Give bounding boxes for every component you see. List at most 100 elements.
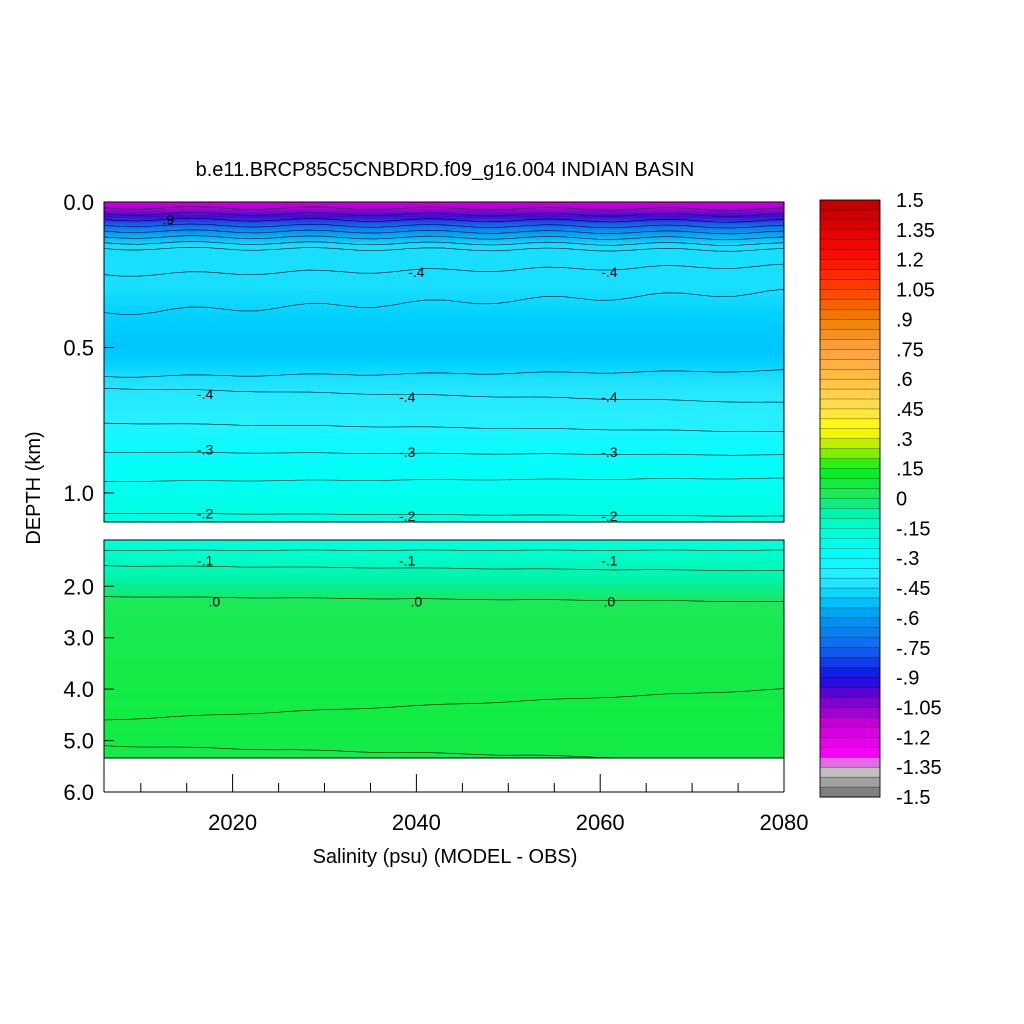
colorbar-segment xyxy=(819,776,881,788)
colorbar-label: .6 xyxy=(896,369,913,391)
colorbar-segment xyxy=(819,607,881,619)
colorbar-label: 1.5 xyxy=(896,190,924,212)
colorbar-segment xyxy=(819,199,881,211)
colorbar-segment xyxy=(819,548,881,559)
lower-panel xyxy=(103,539,785,759)
colorbar-segment xyxy=(819,219,881,231)
colorbar-label: -1.05 xyxy=(896,698,942,720)
colorbar-frame xyxy=(819,199,881,798)
colorbar-segment xyxy=(819,289,881,301)
contour-line xyxy=(104,263,784,277)
y-tick-label: 1.0 xyxy=(63,481,94,506)
colorbar-segment xyxy=(819,767,881,778)
colorbar-segment xyxy=(819,428,881,440)
colorbar-segment xyxy=(819,259,881,271)
colorbar-segment xyxy=(819,309,881,320)
x-tick-label: 2080 xyxy=(760,810,809,835)
colorbar-segment xyxy=(819,438,881,450)
colorbar-segment xyxy=(819,339,881,350)
contour-label: .0 xyxy=(604,594,616,610)
contour-label: -.1 xyxy=(601,553,618,569)
colorbar-segment xyxy=(819,568,881,579)
contour-line xyxy=(104,387,784,403)
contour-label: .0 xyxy=(208,594,220,610)
colorbar-label: .75 xyxy=(896,339,924,361)
colorbar: 1.5 1.35 1.2 1.05 .9 .75 .6 .45 .3 .15 0 -.15 -.3 -.4… xyxy=(819,190,942,809)
contour-label: -.4 xyxy=(408,264,425,280)
colorbar-label: 1.05 xyxy=(896,280,935,302)
colorbar-segment xyxy=(819,239,881,251)
colorbar-segment xyxy=(819,667,881,679)
contour-line xyxy=(104,549,784,551)
y-tick-label: 0.5 xyxy=(63,336,94,361)
contour-line xyxy=(104,223,784,229)
colorbar-segment xyxy=(819,737,881,748)
colorbar-segment xyxy=(819,508,881,519)
contour-line xyxy=(104,235,784,241)
y-tick-label: 6.0 xyxy=(63,780,94,805)
contour-label: -.3 xyxy=(399,444,416,460)
colorbar-segment xyxy=(819,359,881,370)
x-axis-label: Salinity (psu) (MODEL - OBS) xyxy=(313,846,578,868)
colorbar-segment xyxy=(819,657,881,669)
colorbar-segment xyxy=(819,398,881,410)
contour-label: .0 xyxy=(411,594,423,610)
colorbar-segment xyxy=(819,707,881,718)
colorbar-segment xyxy=(819,677,881,689)
colorbar-segment xyxy=(819,647,881,659)
contour-label: -.2 xyxy=(399,508,416,524)
colorbar-label: -1.5 xyxy=(896,787,930,809)
contour-line xyxy=(104,206,784,211)
contour-label: .9 xyxy=(162,212,174,228)
y-tick-label: 4.0 xyxy=(63,677,94,702)
colorbar-segment xyxy=(819,209,881,221)
colorbar-segment xyxy=(819,558,881,569)
colorbar-segment xyxy=(819,637,881,649)
colorbar-segment xyxy=(819,697,881,709)
colorbar-label: 0 xyxy=(896,489,907,511)
colorbar-segment xyxy=(819,538,881,549)
contour-label: -.2 xyxy=(601,508,618,524)
colorbar-label: -.75 xyxy=(896,638,930,660)
contour-line xyxy=(104,565,784,572)
colorbar-label: 1.35 xyxy=(896,220,935,242)
contour-line xyxy=(104,422,784,432)
contour-line xyxy=(104,246,784,252)
colorbar-segment xyxy=(819,687,881,699)
colorbar-segment xyxy=(819,319,881,330)
contour-label: -.4 xyxy=(601,389,618,405)
upper-contour-lines xyxy=(104,206,784,517)
lower-contour-lines xyxy=(104,549,784,758)
contour-line xyxy=(104,212,784,217)
colorbar-label: -1.35 xyxy=(896,757,942,779)
colorbar-segment xyxy=(819,269,881,281)
contour-label: -.4 xyxy=(601,264,618,280)
colorbar-segment xyxy=(819,617,881,629)
colorbar-segment xyxy=(819,528,881,539)
contour-label: -.3 xyxy=(601,444,618,460)
contour-line xyxy=(104,596,784,602)
colorbar-segment xyxy=(819,418,881,430)
colorbar-segment xyxy=(819,329,881,340)
colorbar-segment xyxy=(819,388,881,400)
chart-title: b.e11.BRCP85C5CNBDRD.f09_g16.004 INDIAN … xyxy=(196,159,695,181)
upper-panel-field xyxy=(104,202,784,522)
colorbar-segment xyxy=(819,747,881,758)
contour-label: -.1 xyxy=(197,553,214,569)
contour-label: -.4 xyxy=(399,389,416,405)
contour-line xyxy=(104,241,784,246)
x-tick-label: 2040 xyxy=(392,810,441,835)
lower-panel-field xyxy=(104,540,784,758)
colorbar-label: .15 xyxy=(896,459,924,481)
colorbar-label: -.15 xyxy=(896,518,930,540)
colorbar-segment xyxy=(819,299,881,311)
colorbar-label: .3 xyxy=(896,429,913,451)
colorbar-segment xyxy=(819,468,881,480)
contour-line xyxy=(104,512,784,517)
colorbar-label: .45 xyxy=(896,399,924,421)
colorbar-segment xyxy=(819,498,881,510)
x-tick-label: 2060 xyxy=(576,810,625,835)
colorbar-label: -.45 xyxy=(896,578,930,600)
colorbar-segment xyxy=(819,488,881,500)
